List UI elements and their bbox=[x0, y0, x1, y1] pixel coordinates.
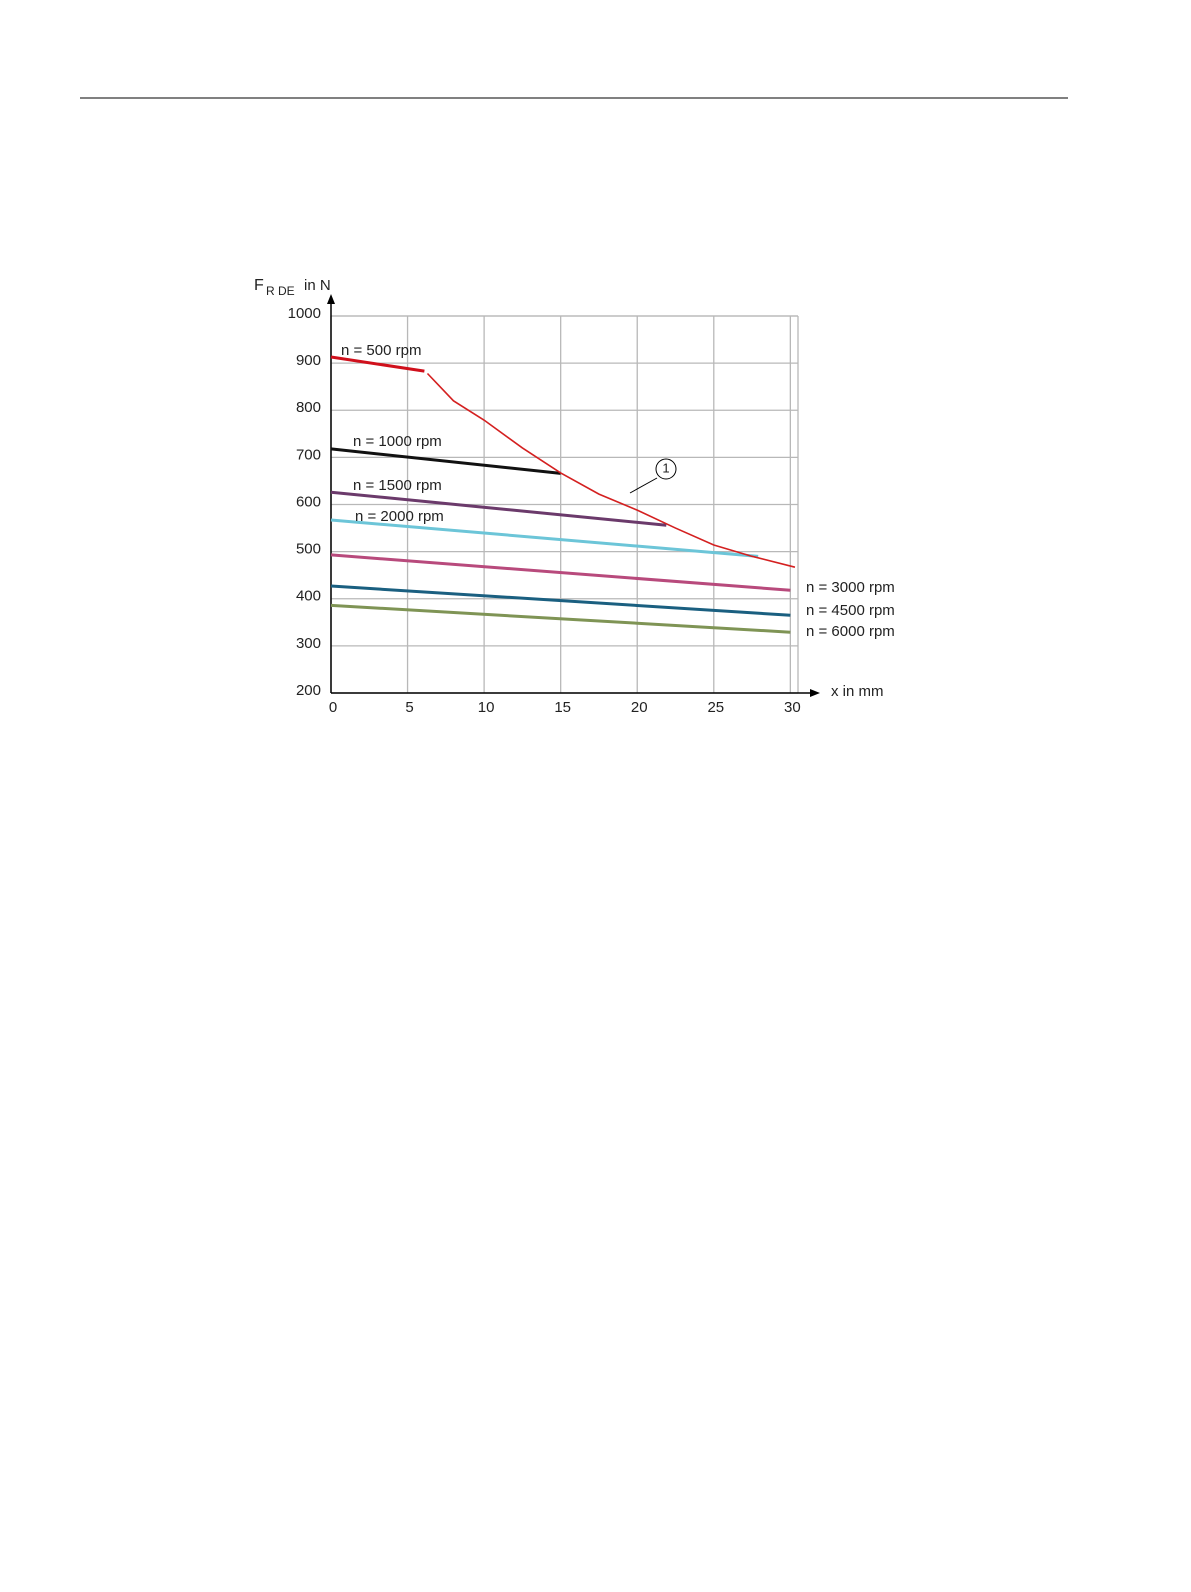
y-label-main: F bbox=[254, 277, 264, 294]
y-tick-label: 200 bbox=[296, 682, 321, 699]
y-tick-label: 300 bbox=[296, 635, 321, 652]
x-axis-arrow bbox=[810, 689, 820, 697]
x-tick-label: 25 bbox=[707, 699, 724, 716]
annotation-circle bbox=[655, 458, 677, 480]
y-axis-arrow bbox=[327, 294, 335, 304]
x-label: x in mm bbox=[831, 683, 884, 700]
series-label: n = 1000 rpm bbox=[353, 433, 442, 450]
series-line bbox=[330, 355, 425, 373]
y-tick-label: 400 bbox=[296, 588, 321, 605]
series-label: n = 6000 rpm bbox=[806, 623, 895, 640]
series-label: n = 2000 rpm bbox=[355, 508, 444, 525]
limit-curve bbox=[426, 372, 796, 568]
x-tick-label: 10 bbox=[478, 699, 495, 716]
y-tick-label: 700 bbox=[296, 446, 321, 463]
y-tick-label: 500 bbox=[296, 541, 321, 558]
annotation-label: 1 bbox=[662, 460, 669, 475]
series-line bbox=[330, 518, 759, 558]
y-tick-label: 600 bbox=[296, 493, 321, 510]
series-line bbox=[330, 447, 561, 475]
y-tick-label: 900 bbox=[296, 352, 321, 369]
y-label-sub: R DE bbox=[266, 284, 295, 298]
series-line bbox=[330, 603, 791, 634]
series-line bbox=[330, 584, 791, 617]
x-tick-label: 0 bbox=[329, 699, 337, 716]
x-tick-label: 5 bbox=[405, 699, 413, 716]
y-label-unit: in N bbox=[304, 277, 331, 294]
y-tick-label: 1000 bbox=[288, 305, 321, 322]
annotation-leader bbox=[629, 477, 658, 494]
y-tick-label: 800 bbox=[296, 399, 321, 416]
series-label: n = 500 rpm bbox=[341, 342, 421, 359]
x-tick-label: 15 bbox=[554, 699, 571, 716]
series-label: n = 1500 rpm bbox=[353, 477, 442, 494]
x-tick-label: 30 bbox=[784, 699, 801, 716]
series-label: n = 4500 rpm bbox=[806, 602, 895, 619]
series-label: n = 3000 rpm bbox=[806, 579, 895, 596]
x-tick-label: 20 bbox=[631, 699, 648, 716]
series-line bbox=[330, 490, 667, 527]
series-line bbox=[330, 553, 791, 592]
